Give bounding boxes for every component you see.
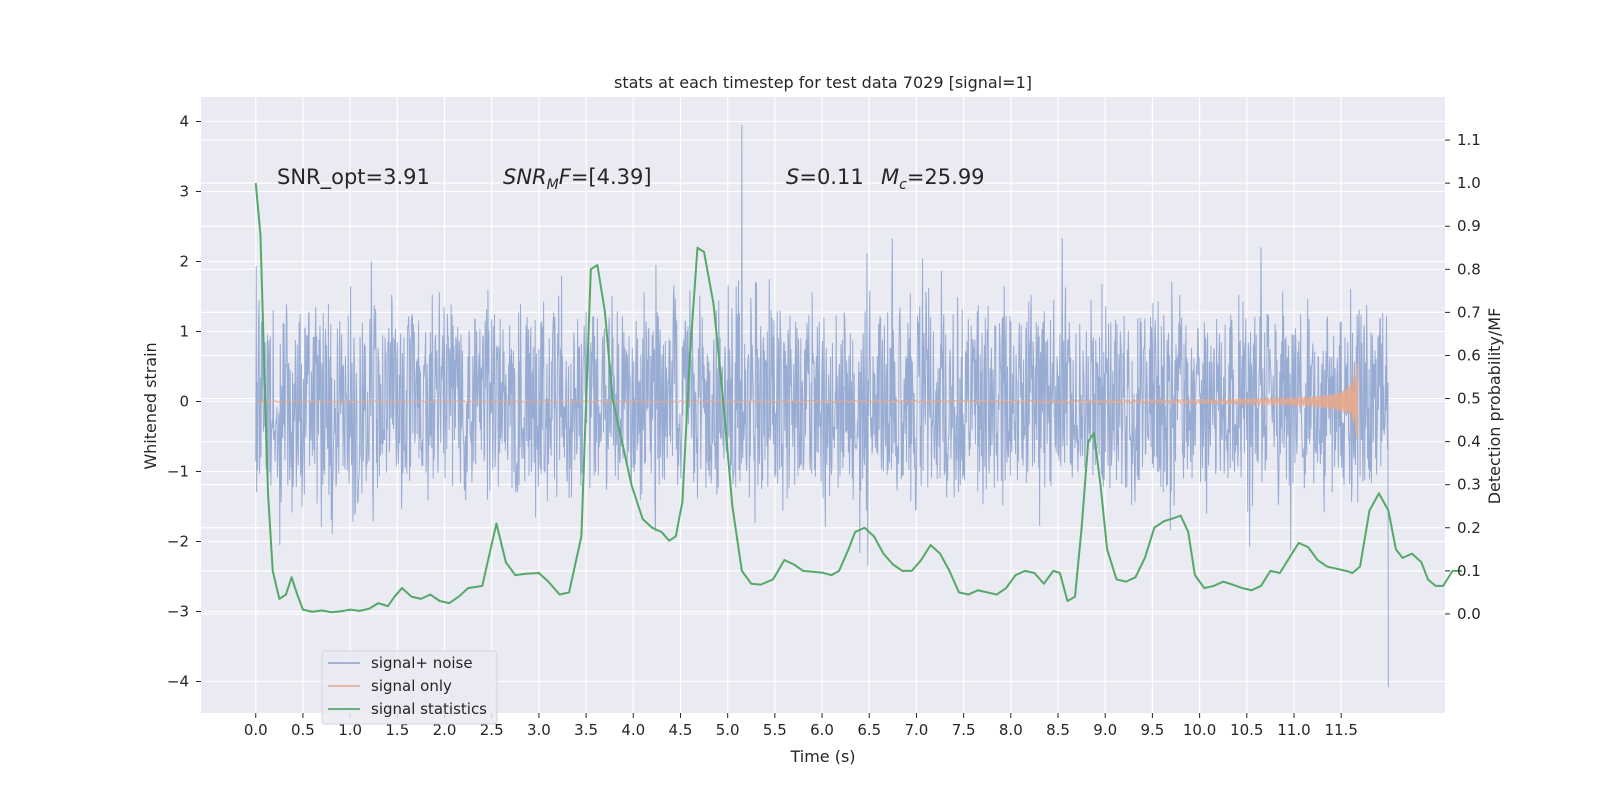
y-right-tick-label: 0.0 [1457,605,1481,623]
x-tick-label: 9.5 [1140,721,1164,739]
y-right-tick-label: 0.5 [1457,390,1481,408]
x-tick-label: 11.0 [1277,721,1310,739]
x-tick-label: 4.0 [621,721,645,739]
x-tick-label: 3.5 [574,721,598,739]
y-right-tick-label: 0.2 [1457,519,1481,537]
series-signal-noise [255,124,1389,688]
annotation-s: S=0.11 [786,165,864,189]
x-tick-label: 11.5 [1324,721,1357,739]
series-signal-only [255,362,1359,439]
x-tick-label: 1.0 [338,721,362,739]
x-ticks: 0.0 0.5 1.0 1.5 2.0 2.5 3.0 3.5 4.0 4.5 5.0 5.5 6.0 6… [244,713,1358,739]
y-axis-label: Whitened strain [141,342,160,469]
x-tick-label: 4.5 [669,721,693,739]
annotation-snr-mf-value: =[4.39] [571,165,652,189]
legend-label-signal-statistics: signal statistics [371,700,487,718]
y-tick-label: −2 [167,533,189,551]
y-right-tick-label: 0.7 [1457,303,1481,321]
annotation-s-value: =0.11 [799,165,863,189]
annotation-snr-opt: SNR_opt=3.91 [277,165,430,190]
x-tick-label: 2.5 [480,721,504,739]
x-tick-label: 7.0 [905,721,929,739]
y-tick-label: 2 [179,253,189,271]
y-right-tick-label: 0.6 [1457,346,1481,364]
annotation-snr-mf-symbol: SNR [503,165,547,189]
x-tick-label: 2.0 [433,721,457,739]
x-tick-label: 10.5 [1230,721,1263,739]
y-tick-label: −4 [167,673,189,691]
x-tick-label: 6.0 [810,721,834,739]
x-tick-label: 5.5 [763,721,787,739]
x-tick-label: 7.5 [952,721,976,739]
y-right-tick-label: 0.3 [1457,476,1481,494]
grid [201,97,1445,713]
legend-label-signal-only: signal only [371,677,452,695]
y-right-tick-label: 0.4 [1457,433,1481,451]
annotation-mc-value: =25.99 [907,165,985,189]
x-tick-label: 10.0 [1183,721,1216,739]
annotation-s-symbol: S [786,165,799,189]
x-tick-label: 0.0 [244,721,268,739]
annotation-mc: Mc=25.99 [881,165,985,193]
x-tick-label: 5.0 [716,721,740,739]
y-right-tick-label: 1.1 [1457,131,1481,149]
y-right-tick-label: 0.8 [1457,260,1481,278]
x-tick-label: 9.0 [1093,721,1117,739]
x-tick-label: 3.0 [527,721,551,739]
x-tick-label: 8.0 [999,721,1023,739]
legend-box [321,650,498,725]
annotation-mc-subscript: c [899,177,907,193]
x-tick-label: 8.5 [1046,721,1070,739]
chart-title: stats at each timestep for test data 702… [614,73,1032,92]
annotation-snr-mf: SNRMF=[4.39] [503,165,652,193]
y-tick-label: −1 [167,463,189,481]
x-tick-label: 6.5 [857,721,881,739]
y-ticks-left: 4 3 2 1 0 −1 −2 −3 −4 [167,113,201,691]
series-layer [254,124,1462,688]
x-tick-label: 1.5 [385,721,409,739]
y-ticks-right: 1.1 1.0 0.9 0.8 0.7 0.6 0.5 0.4 0.3 0.2 0.1 0.0 [1445,131,1481,623]
y-tick-label: 3 [179,183,189,201]
legend-label-signal-noise: signal+ noise [371,654,473,672]
y-right-tick-label: 1.0 [1457,174,1481,192]
y-tick-label: 1 [179,323,189,341]
y-tick-label: 0 [179,393,189,411]
y-axis-label-right: Detection probability/MF [1485,308,1504,505]
annotation-mc-symbol: M [881,165,899,189]
y-right-tick-label: 0.1 [1457,562,1481,580]
annotation-snr-mf-subscript: M [547,177,559,193]
y-right-tick-label: 0.9 [1457,217,1481,235]
y-tick-label: 4 [179,113,189,131]
series-signal-statistics [254,183,1462,614]
legend: signal+ noise signal only signal statist… [321,650,498,725]
annotation-snr-mf-symbol-2: F [559,165,572,189]
x-axis-label: Time (s) [789,747,855,766]
x-tick-label: 0.5 [291,721,315,739]
y-tick-label: −3 [167,603,189,621]
